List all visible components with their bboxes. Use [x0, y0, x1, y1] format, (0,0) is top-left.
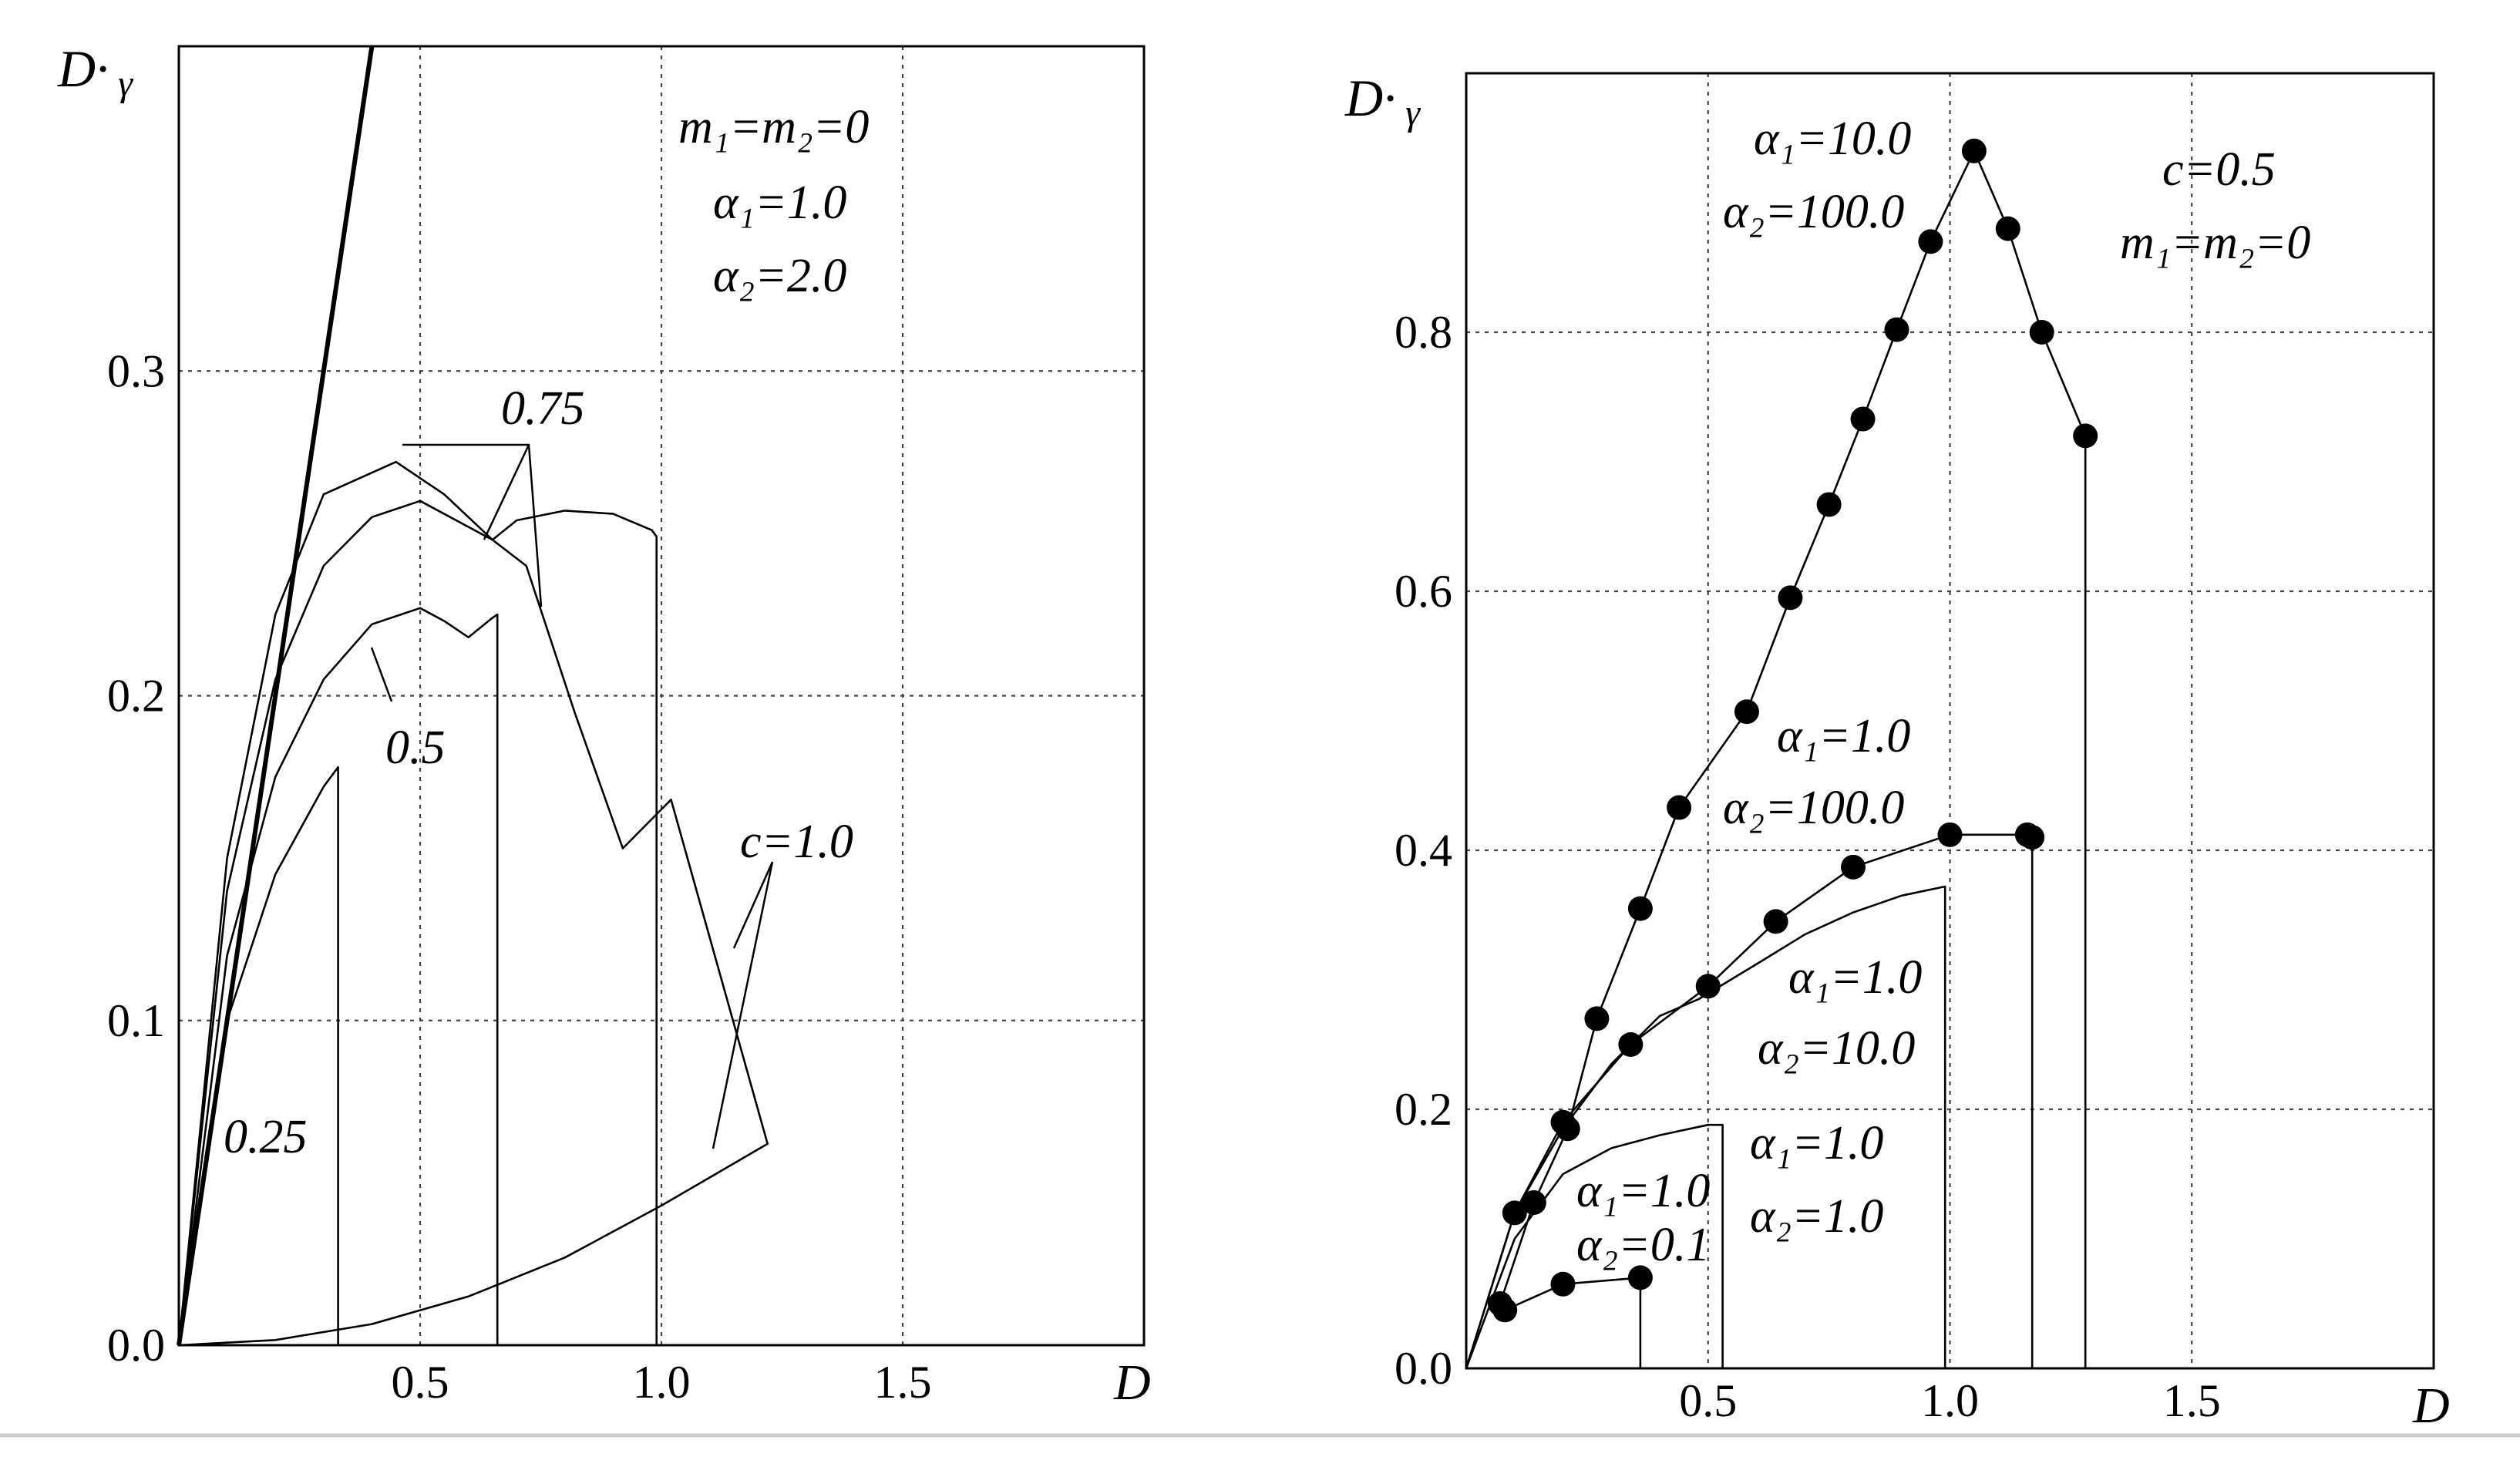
series-marker: [1627, 896, 1653, 921]
series-line: [177, 607, 499, 1346]
x-tick-label: 1.0: [1921, 1375, 1979, 1426]
leader-c10-a: [732, 861, 774, 949]
right-label-a1-10: α₁=10.0: [1754, 113, 1911, 165]
series-marker: [1584, 1006, 1610, 1031]
right-label-a2-1: α₂=1.0: [1750, 1190, 1883, 1243]
y-tick-label: 0.1: [107, 995, 165, 1046]
left-label-c10: c=1.0: [740, 816, 853, 868]
right-label-a1-1-e: α₁=1.0: [1576, 1165, 1710, 1217]
series-line: [177, 45, 375, 1346]
right-label-a1-1-c: α₁=1.0: [1788, 951, 1922, 1004]
right-param-m: m₁=m₂=0: [2120, 217, 2310, 269]
leader-075b: [483, 444, 530, 540]
series-marker: [1995, 216, 2020, 241]
left-label-025: 0.25: [224, 1111, 308, 1163]
series-line: [177, 460, 769, 1347]
left-param-alpha1: α₁=1.0: [713, 177, 846, 229]
series-marker: [1816, 492, 1842, 517]
series-marker: [1734, 699, 1759, 725]
series-marker: [1550, 1271, 1576, 1297]
left-grid: [179, 46, 1144, 1345]
series-marker: [2073, 423, 2098, 449]
right-y-axis-label: D· γ: [1344, 69, 1421, 133]
right-label-a2-01: α₂=0.1: [1576, 1219, 1710, 1271]
right-tick-labels: 0.5 1.0 1.5 0.0 0.2 0.4 0.6 0.8: [1395, 307, 2221, 1426]
left-chart: 0.5 1.0 1.5 0.0 0.1 0.2 0.3 D· γ D m₁=m₂=0 α₁=…: [57, 39, 1151, 1411]
x-tick-label: 1.5: [874, 1357, 932, 1408]
y-tick-label: 0.6: [1395, 566, 1452, 617]
series-marker: [1884, 317, 1909, 342]
leader-05: [370, 647, 393, 702]
series-marker: [1550, 1109, 1576, 1135]
right-chart: 0.5 1.0 1.5 0.0 0.2 0.4 0.6 0.8 D· γ D c=0.5 m₁…: [1344, 69, 2450, 1434]
y-tick-label: 0.0: [1395, 1343, 1452, 1394]
series-marker: [2029, 320, 2054, 345]
series-line: [1465, 1123, 1724, 1369]
left-label-05: 0.5: [385, 722, 446, 774]
series-marker: [1918, 229, 1943, 254]
y-tick-label: 0.2: [107, 671, 165, 722]
right-label-a2-10: α₂=10.0: [1758, 1022, 1915, 1075]
series-marker: [2020, 825, 2045, 850]
series-marker: [1695, 974, 1721, 999]
left-param-alpha2: α₂=2.0: [713, 250, 846, 302]
series-marker: [1763, 909, 1788, 934]
y-tick-label: 0.4: [1395, 825, 1452, 876]
left-tick-labels: 0.5 1.0 1.5 0.0 0.1 0.2 0.3: [107, 345, 932, 1408]
leader-c10-b: [712, 861, 774, 1149]
series-marker: [1937, 822, 1963, 847]
left-label-075: 0.75: [501, 382, 585, 435]
right-series: [1465, 138, 2098, 1369]
series-marker: [1961, 138, 1987, 163]
left-leader-lines: [370, 443, 774, 1149]
right-label-a1-1-b: α₁=1.0: [1777, 710, 1910, 762]
series-marker: [1492, 1297, 1518, 1323]
right-label-a2-100: α₂=100.0: [1723, 186, 1904, 238]
right-label-a2-100-b: α₂=100.0: [1723, 782, 1904, 834]
y-tick-label: 0.3: [107, 345, 165, 396]
x-tick-label: 1.5: [2163, 1375, 2221, 1426]
right-plot-frame: [1465, 72, 2435, 1370]
left-y-axis-label: D· γ: [57, 39, 133, 104]
left-x-axis-label: D: [1113, 1354, 1151, 1411]
series-marker: [1521, 1189, 1546, 1215]
series-marker: [1841, 854, 1866, 880]
y-tick-label: 0.0: [107, 1320, 165, 1371]
y-tick-label: 0.2: [1395, 1084, 1452, 1135]
series-line: [1504, 1277, 1642, 1368]
series-marker: [1667, 795, 1692, 820]
left-param-m: m₁=m₂=0: [678, 101, 869, 153]
series-marker: [1850, 406, 1876, 432]
right-grid: [1466, 73, 2434, 1368]
right-label-a1-1-d: α₁=1.0: [1750, 1117, 1883, 1169]
left-plot-frame: [177, 45, 1146, 1347]
x-tick-label: 0.5: [1679, 1375, 1737, 1426]
y-tick-label: 0.8: [1395, 307, 1452, 358]
x-tick-label: 1.0: [633, 1357, 691, 1408]
series-marker: [1627, 1265, 1653, 1290]
x-tick-label: 0.5: [392, 1357, 449, 1408]
series-line: [1465, 885, 1946, 1369]
series-line: [177, 500, 658, 1346]
right-param-c: c=0.5: [2162, 143, 2276, 196]
left-series: [177, 45, 769, 1347]
series-marker: [1778, 585, 1803, 611]
right-x-axis-label: D: [2412, 1378, 2450, 1434]
